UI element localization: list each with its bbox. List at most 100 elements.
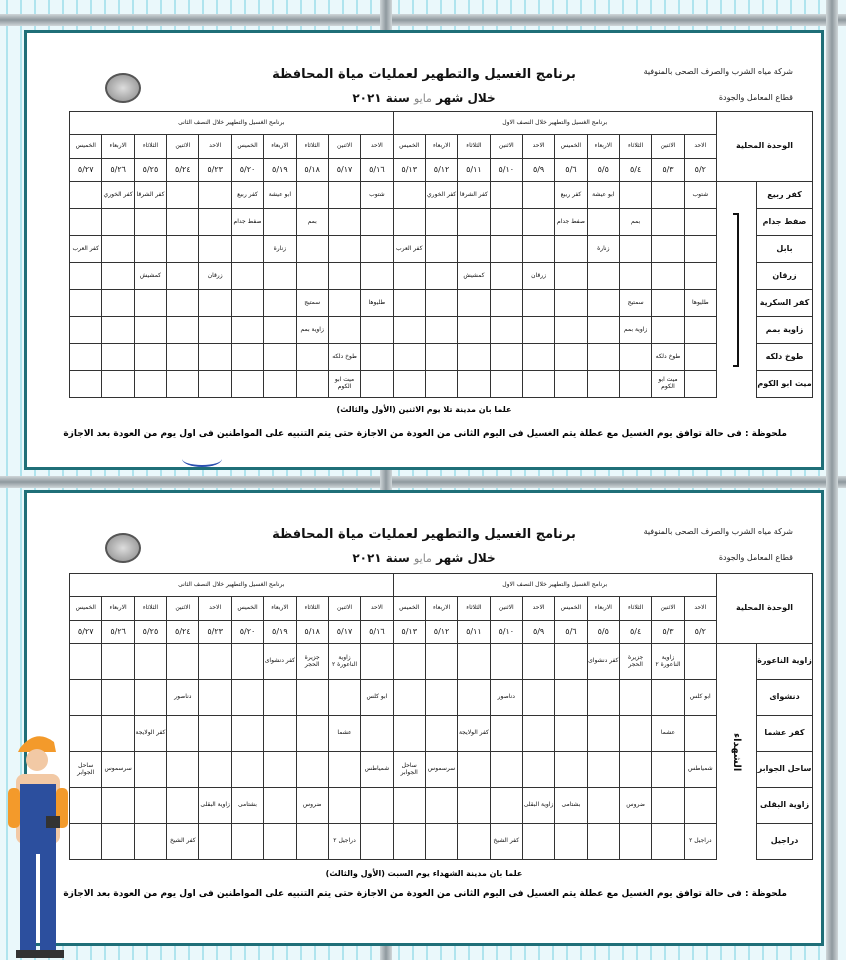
schedule-cell: ضروس <box>618 787 653 824</box>
empty-cell <box>554 823 588 860</box>
empty-cell <box>133 751 168 788</box>
date-header: ٥/١٢ <box>424 158 459 182</box>
schedule-cell: ضروس <box>295 787 329 824</box>
day-header: الثلاثاء <box>133 134 168 159</box>
date-header: ٥/٤ <box>618 620 653 644</box>
schedule-table: الوحدة المحلية برنامج الغسيل والتطهير خلا… <box>68 573 814 860</box>
empty-cell <box>68 181 103 209</box>
empty-cell <box>521 643 556 680</box>
empty-cell <box>683 316 717 344</box>
empty-cell <box>392 316 426 344</box>
schedule-cell: زاوية البقلى <box>198 787 232 824</box>
day-header: الاثنين <box>327 596 362 621</box>
empty-cell <box>263 679 297 716</box>
empty-cell <box>230 235 265 263</box>
empty-cell <box>586 787 620 824</box>
empty-cell <box>360 370 394 398</box>
schedule-cell: كفر العرب <box>392 235 426 263</box>
day-header: الاثنين <box>489 596 523 621</box>
unit-name: زاوية بمم <box>756 316 813 344</box>
empty-cell <box>230 715 265 752</box>
schedule-cell: جزيرة الحجر <box>618 643 653 680</box>
unit-name: زاوية الناعورة <box>756 643 813 680</box>
schedule-cell: كفر الشرقا <box>457 181 491 209</box>
empty-cell <box>101 370 135 398</box>
empty-cell <box>392 343 426 371</box>
empty-cell <box>457 289 491 317</box>
pipe-decoration <box>826 0 838 960</box>
side-label-text: الشهداء <box>731 732 742 771</box>
schedule-cell: دناصور <box>166 679 200 716</box>
empty-cell <box>618 679 653 716</box>
date-header: ٥/٢ <box>683 620 717 644</box>
empty-cell <box>360 316 394 344</box>
empty-cell <box>521 715 556 752</box>
table-row: كفر عشما عشما كفر الولايجة عشما كفر الولايجة <box>68 715 813 752</box>
empty-cell <box>68 370 103 398</box>
date-header: ٥/٥ <box>586 620 620 644</box>
empty-cell <box>457 235 491 263</box>
empty-cell <box>392 787 426 824</box>
date-header: ٥/٢٣ <box>198 620 232 644</box>
empty-cell <box>198 208 232 236</box>
table-row: طوخ دلكه طوخ دلكه طوخ دلكه <box>68 343 813 371</box>
empty-cell <box>586 679 620 716</box>
company-logo <box>105 73 141 103</box>
empty-cell <box>133 316 168 344</box>
date-header: ٥/١٩ <box>263 620 297 644</box>
empty-cell <box>198 235 232 263</box>
sector-name: قطاع المعامل والجودة <box>718 93 793 102</box>
empty-cell <box>424 643 459 680</box>
empty-cell <box>489 262 523 290</box>
schedule-cell: كمشيش <box>133 262 168 290</box>
empty-cell <box>554 316 588 344</box>
empty-cell <box>586 370 620 398</box>
schedule-cell: بشتامى <box>554 787 588 824</box>
date-header: ٥/١٣ <box>392 620 426 644</box>
empty-cell <box>586 751 620 788</box>
date-header: ٥/١٠ <box>489 158 523 182</box>
empty-cell <box>489 289 523 317</box>
schedule-cell: سرسموس <box>424 751 459 788</box>
empty-cell <box>489 181 523 209</box>
empty-cell <box>651 679 685 716</box>
day-header: الثلاثاء <box>295 134 329 159</box>
empty-cell <box>263 262 297 290</box>
empty-cell <box>166 787 200 824</box>
half1-header: برنامج الغسيل والتطهير خلال النصف الاول <box>392 111 717 135</box>
unit-name: دنشواى <box>756 679 813 716</box>
empty-cell <box>327 787 362 824</box>
schedule-cell: بمم <box>295 208 329 236</box>
empty-cell <box>133 787 168 824</box>
schedule-cell: شمياطس <box>683 751 717 788</box>
empty-cell <box>133 235 168 263</box>
empty-cell <box>166 370 200 398</box>
empty-cell <box>489 208 523 236</box>
empty-cell <box>101 643 135 680</box>
empty-cell <box>263 823 297 860</box>
date-header: ٥/٢٧ <box>68 158 103 182</box>
schedule-cell: كفر ربيع <box>230 181 265 209</box>
empty-cell <box>166 751 200 788</box>
empty-cell <box>68 289 103 317</box>
empty-cell <box>166 181 200 209</box>
pipe-decoration <box>0 476 846 488</box>
empty-cell <box>424 370 459 398</box>
date-header: ٥/١١ <box>457 158 491 182</box>
empty-cell <box>683 235 717 263</box>
day-header: الاربعاء <box>263 596 297 621</box>
month: مايو <box>413 92 432 105</box>
day-header: الاثنين <box>489 134 523 159</box>
empty-cell <box>554 235 588 263</box>
empty-cell <box>586 262 620 290</box>
empty-cell <box>198 679 232 716</box>
date-header: ٥/٢٦ <box>101 620 135 644</box>
schedule-cell: ابو كلس <box>360 679 394 716</box>
empty-cell <box>392 262 426 290</box>
worker-illustration <box>8 736 68 958</box>
empty-cell <box>392 181 426 209</box>
empty-cell <box>295 370 329 398</box>
day-header: الثلاثاء <box>457 596 491 621</box>
day-header: الثلاثاء <box>618 596 653 621</box>
schedule-cell: كفر دنشواى <box>586 643 620 680</box>
